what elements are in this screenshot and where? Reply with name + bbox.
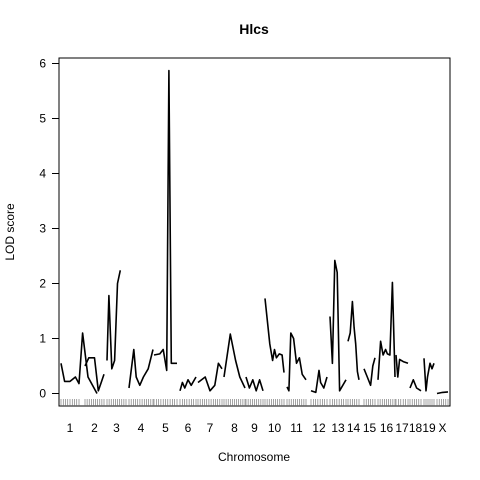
x-tick-label: 6 <box>185 421 192 435</box>
lod-curve-chr-13 <box>329 259 347 392</box>
y-tick-label: 4 <box>39 167 46 181</box>
lod-curve-chr-8 <box>223 333 246 389</box>
x-tick-label: 8 <box>231 421 238 435</box>
lod-curve-chr-2 <box>84 356 105 392</box>
lod-curve-chr-9 <box>245 376 264 392</box>
x-tick-label: 12 <box>312 421 326 435</box>
x-tick-label: 18 <box>409 421 423 435</box>
lod-curve-chr-10 <box>264 298 285 373</box>
lod-curve-chr-18 <box>409 378 422 392</box>
x-tick-label: 13 <box>331 421 345 435</box>
lod-curve-chr-4 <box>128 348 154 389</box>
lod-curve-chr-3 <box>106 270 122 370</box>
x-tick-label: 16 <box>380 421 394 435</box>
x-tick-label: 11 <box>290 421 303 435</box>
x-tick-label: 19 <box>422 421 436 435</box>
x-tick-label: 4 <box>138 421 145 435</box>
x-tick-label: 5 <box>162 421 169 435</box>
x-tick-label: 14 <box>347 421 361 435</box>
lod-curve-chr-11 <box>286 332 307 392</box>
y-tick-label: 3 <box>39 222 46 236</box>
lod-curve-chr-6 <box>179 376 197 392</box>
lod-curve-chr-19 <box>423 358 435 392</box>
y-tick-label: 1 <box>39 332 46 346</box>
lod-curve-chr-14 <box>347 300 360 380</box>
y-tick-label: 5 <box>39 112 46 126</box>
y-tick-label: 6 <box>39 57 46 71</box>
lod-curve-chr-5 <box>153 69 177 372</box>
lod-curve-chr-X <box>436 391 449 395</box>
lod-curve-chr-1 <box>60 332 98 394</box>
x-tick-label: 7 <box>207 421 214 435</box>
x-axis: 1 2 3 4 5 6 7 8 9 10 11 12 13 14 15 16 17 18 19 X <box>67 421 447 435</box>
lod-curve-chr-17 <box>395 354 409 378</box>
x-tick-label: 3 <box>113 421 120 435</box>
x-tick-label: 2 <box>91 421 98 435</box>
lod-curve-chr-15 <box>363 357 376 387</box>
x-tick-label: 1 <box>67 421 74 435</box>
x-tick-label: 9 <box>251 421 258 435</box>
x-tick-label: 17 <box>395 421 409 435</box>
x-tick-label: X <box>438 421 446 435</box>
lod-curve-chr-12 <box>310 369 328 394</box>
plot-frame <box>58 57 451 407</box>
lod-curve-chr-16 <box>377 281 396 380</box>
y-tick-label: 0 <box>39 387 46 401</box>
x-tick-label: 15 <box>363 421 377 435</box>
lod-curve-chr-7 <box>197 362 223 392</box>
lod-curves <box>60 69 449 395</box>
chart-title: Hlcs <box>239 21 269 37</box>
y-axis-title: LOD score <box>3 203 17 261</box>
marker-rug <box>60 399 449 406</box>
x-tick-label: 10 <box>268 421 282 435</box>
y-tick-label: 2 <box>39 277 46 291</box>
y-axis: 0 1 2 3 4 5 6 <box>39 57 60 401</box>
x-axis-title: Chromosome <box>218 450 290 464</box>
